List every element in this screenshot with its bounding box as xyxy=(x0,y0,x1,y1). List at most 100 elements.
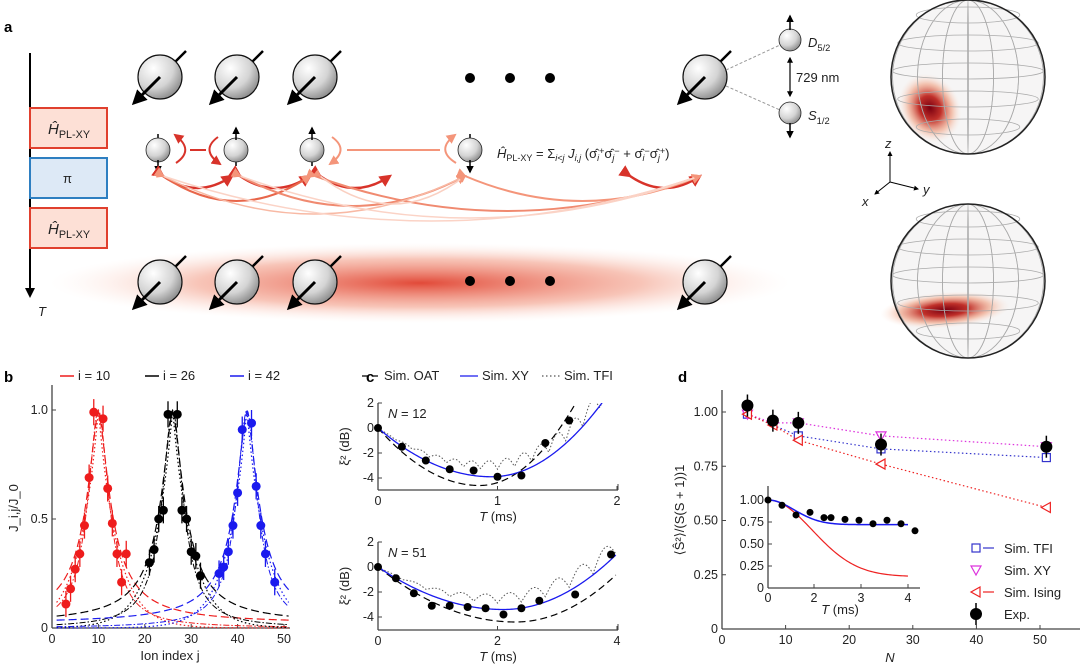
sequence-box xyxy=(29,107,108,149)
y-tick-label: 0.75 xyxy=(694,459,718,473)
circle-marker xyxy=(875,438,887,451)
small-ion xyxy=(223,137,249,163)
interaction-arc xyxy=(312,169,467,205)
formula-part: + xyxy=(660,146,665,156)
inset-x-tick-label: 3 xyxy=(858,591,865,605)
data-point xyxy=(445,601,454,610)
x-axis-label: T (ms) xyxy=(479,649,517,664)
triangle-left-marker xyxy=(1040,501,1051,514)
inset-data-point xyxy=(764,496,772,504)
formula-part: i<j xyxy=(555,153,565,163)
data-point xyxy=(421,456,430,465)
circle-marker xyxy=(970,608,982,620)
x-tick-label: 4 xyxy=(614,634,621,648)
ion xyxy=(208,255,264,311)
spin-arrow-icon xyxy=(286,75,317,106)
x-tick-label: 20 xyxy=(138,632,152,646)
y-tick-label: 0.25 xyxy=(694,568,718,582)
latitude-line xyxy=(897,294,1039,312)
formula-part: σ̂ xyxy=(604,146,615,161)
sequence-label: π xyxy=(63,171,72,186)
panel-label-a: a xyxy=(4,19,13,36)
data-point xyxy=(260,549,270,559)
latitude-line xyxy=(897,90,1039,108)
data-point xyxy=(66,584,76,594)
y-tick-label: 0 xyxy=(367,560,374,574)
subplot: 0 2 4 -4 -2 0 2 ξ² (dB) N = 51 T (ms) xyxy=(337,535,621,664)
x-var: T xyxy=(821,602,830,617)
spin-tail xyxy=(719,50,732,63)
spin-arrow-icon xyxy=(208,75,239,106)
spin-tail xyxy=(251,255,264,268)
x-tick-label: 2 xyxy=(494,634,501,648)
data-point xyxy=(121,549,131,559)
legend-label: Sim. TFI xyxy=(564,368,613,383)
y-tick-label: 0 xyxy=(367,421,374,435)
x-unit: (ms) xyxy=(829,602,859,617)
data-point xyxy=(228,521,238,531)
data-point xyxy=(493,472,502,481)
formula-part: i xyxy=(643,153,646,163)
y-tick-label: 2 xyxy=(367,535,374,549)
model-curve-dashed xyxy=(56,410,290,621)
data-point xyxy=(233,488,243,498)
legend-label: Sim. Ising xyxy=(1004,585,1061,600)
circle-marker xyxy=(1040,440,1053,453)
formula-part: i xyxy=(597,153,600,163)
y-axis-label: ξ² (dB) xyxy=(337,567,352,605)
y-axis-label: ⟨Ŝ²⟩/(S(S + 1))1 xyxy=(672,465,687,556)
ellipsis-dot xyxy=(465,73,475,83)
squeezed-distribution xyxy=(898,73,962,143)
x-tick-label: 0 xyxy=(375,494,382,508)
ion xyxy=(676,255,732,311)
inset-data-point xyxy=(897,520,905,528)
y-tick-label: 1.0 xyxy=(31,403,48,417)
sequence-label: ĤPL-XY xyxy=(48,121,90,141)
x-var: T xyxy=(479,509,488,524)
data-point xyxy=(84,473,94,483)
formula-part: J xyxy=(565,146,576,161)
y-axis-label: J_i,j/J_0 xyxy=(6,484,21,532)
sim-xy-curve xyxy=(767,499,909,526)
data-point xyxy=(237,425,247,435)
data-point xyxy=(112,549,122,559)
n-var: N xyxy=(388,545,398,560)
latitude-line xyxy=(897,238,1039,256)
formula-part: ) xyxy=(665,146,669,161)
inset-y-tick-label: 0.50 xyxy=(740,537,764,551)
legend-label: i = 42 xyxy=(248,368,280,383)
ellipsis-dot xyxy=(545,73,555,83)
small-ion xyxy=(457,137,483,163)
data-point xyxy=(374,424,382,432)
spin-arrow-icon xyxy=(208,280,239,311)
data-point xyxy=(149,545,159,555)
inset-data-point xyxy=(827,514,835,522)
panel-label-c: c xyxy=(366,369,374,386)
y-tick-label: 0.5 xyxy=(31,512,48,526)
inset-data-point xyxy=(869,520,877,528)
panel-label-d: d xyxy=(678,369,687,386)
spin-arrow-icon xyxy=(286,280,317,311)
data-point xyxy=(117,577,127,587)
data-point xyxy=(270,577,280,587)
dashed-link xyxy=(725,85,781,111)
sequence-box xyxy=(29,207,108,249)
level-s12: S1/2 xyxy=(808,108,830,126)
level-d52: D5/2 xyxy=(808,35,830,53)
latitude-line xyxy=(897,34,1039,52)
wavelength-label: 729 nm xyxy=(796,70,839,85)
inset-data-point xyxy=(806,508,814,516)
interaction-arc xyxy=(155,169,467,215)
data-point xyxy=(374,563,382,571)
sequence-label-main: Ĥ xyxy=(48,121,59,138)
panel-b: b 0 10 20 30 40 50 0 0.5 1.0 Ion index j J_i,j/J_0 i… xyxy=(4,368,291,663)
formula-part: − xyxy=(614,146,619,156)
data-point xyxy=(98,414,108,424)
data-point xyxy=(391,574,400,583)
x-tick-label: 40 xyxy=(969,633,983,647)
x-tick-label: 20 xyxy=(842,633,856,647)
level-s12-sub: 1/2 xyxy=(817,116,830,126)
data-point xyxy=(427,601,436,610)
sequence-label-main: Ĥ xyxy=(48,221,59,238)
sim-xy-curve xyxy=(378,554,617,611)
